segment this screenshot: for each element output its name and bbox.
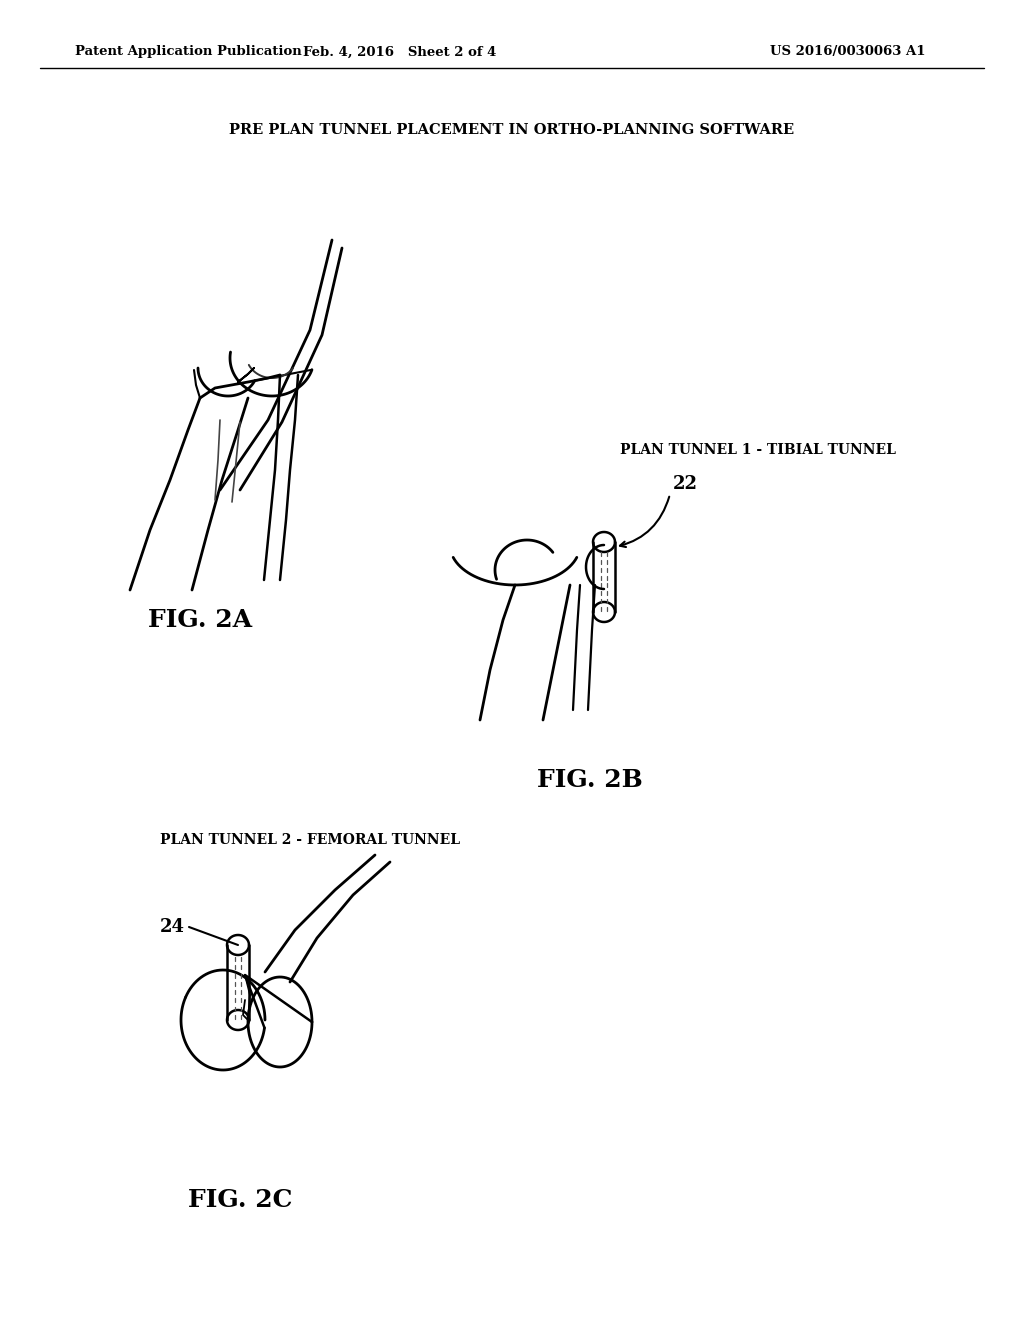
Text: FIG. 2A: FIG. 2A xyxy=(147,609,252,632)
Text: 22: 22 xyxy=(673,475,698,492)
Text: 24: 24 xyxy=(160,917,185,936)
Text: Patent Application Publication: Patent Application Publication xyxy=(75,45,302,58)
Text: FIG. 2C: FIG. 2C xyxy=(187,1188,292,1212)
Text: PLAN TUNNEL 2 - FEMORAL TUNNEL: PLAN TUNNEL 2 - FEMORAL TUNNEL xyxy=(160,833,460,847)
Text: FIG. 2B: FIG. 2B xyxy=(538,768,643,792)
Text: Feb. 4, 2016   Sheet 2 of 4: Feb. 4, 2016 Sheet 2 of 4 xyxy=(303,45,497,58)
Text: PLAN TUNNEL 1 - TIBIAL TUNNEL: PLAN TUNNEL 1 - TIBIAL TUNNEL xyxy=(620,444,896,457)
Text: US 2016/0030063 A1: US 2016/0030063 A1 xyxy=(770,45,926,58)
Text: PRE PLAN TUNNEL PLACEMENT IN ORTHO-PLANNING SOFTWARE: PRE PLAN TUNNEL PLACEMENT IN ORTHO-PLANN… xyxy=(229,123,795,137)
